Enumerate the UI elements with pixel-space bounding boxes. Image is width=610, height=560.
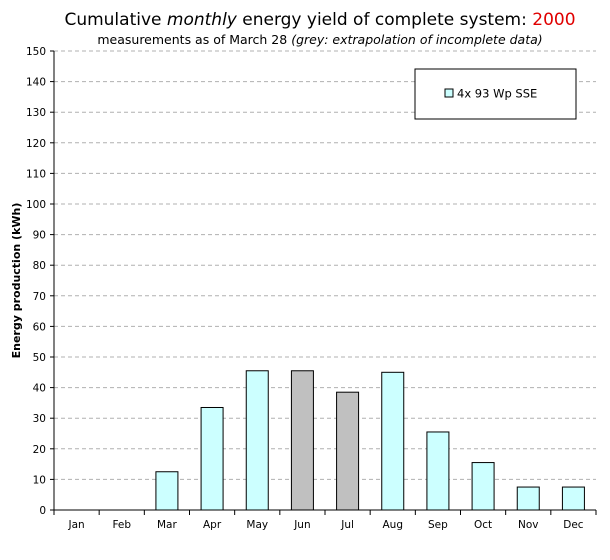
y-tick-label: 120	[26, 138, 46, 150]
y-tick-label: 80	[33, 260, 46, 272]
chart-subtitle: measurements as of March 28 (grey: extra…	[97, 32, 543, 47]
x-tick-label: Nov	[518, 519, 539, 531]
y-tick-label: 100	[26, 199, 46, 211]
bar-may	[245, 370, 269, 511]
x-tick-label: Jan	[67, 519, 84, 531]
bars	[155, 370, 585, 511]
x-tick-label: Oct	[474, 519, 492, 531]
x-tick-label: Jul	[340, 519, 354, 531]
bar-sep	[426, 431, 450, 511]
y-axis-label: Energy production (kWh)	[10, 203, 23, 359]
y-tick-label: 50	[33, 352, 46, 364]
bar-apr	[200, 406, 224, 511]
chart-title: Cumulative monthly energy yield of compl…	[64, 10, 576, 30]
x-axis-ticks: Jan Feb Mar Apr May Jun Jul Aug Sep Oct Nov Dec	[53, 510, 597, 531]
x-tick-label: Mar	[157, 519, 177, 531]
x-tick-label: Dec	[563, 519, 584, 531]
y-tick-label: 90	[33, 230, 46, 242]
y-tick-label: 140	[26, 77, 46, 89]
bar-aug	[381, 371, 405, 511]
bar-nov	[516, 486, 540, 511]
x-tick-label: May	[246, 519, 268, 531]
bar-jun	[290, 370, 314, 511]
x-tick-label: Apr	[203, 519, 222, 531]
y-tick-label: 110	[26, 168, 46, 180]
x-tick-label: Sep	[428, 519, 448, 531]
bar-jul	[336, 391, 360, 511]
y-tick-label: 150	[26, 46, 46, 58]
bar-mar	[155, 471, 179, 511]
y-tick-label: 20	[33, 444, 46, 456]
y-tick-label: 0	[39, 505, 46, 517]
bar-oct	[471, 462, 495, 511]
legend-label: 4x 93 Wp SSE	[457, 87, 537, 101]
legend-swatch	[444, 88, 454, 98]
bar-dec	[561, 486, 585, 511]
gridlines	[54, 50, 596, 480]
y-tick-label: 10	[33, 474, 46, 486]
x-tick-label: Feb	[112, 519, 131, 531]
y-tick-label: 60	[33, 321, 46, 333]
y-axis-ticks: 0 10 20 30 40 50 60 70 80 90 100 110 120 130 140 150	[26, 46, 54, 517]
y-tick-label: 40	[33, 383, 46, 395]
legend: 4x 93 Wp SSE	[414, 68, 577, 120]
x-tick-label: Aug	[382, 519, 403, 531]
legend-box	[414, 68, 577, 120]
y-tick-label: 70	[33, 291, 46, 303]
x-tick-label: Jun	[293, 519, 310, 531]
y-tick-label: 130	[26, 107, 46, 119]
title-year: 2000	[532, 10, 576, 30]
y-tick-label: 30	[33, 413, 46, 425]
